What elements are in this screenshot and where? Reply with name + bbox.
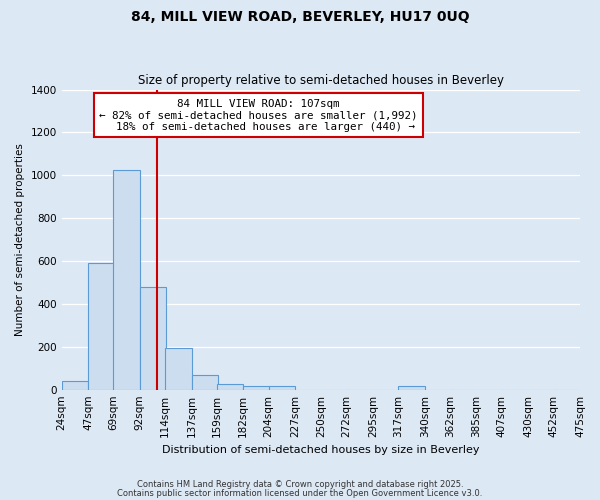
Text: Contains public sector information licensed under the Open Government Licence v3: Contains public sector information licen… [118, 488, 482, 498]
Title: Size of property relative to semi-detached houses in Beverley: Size of property relative to semi-detach… [138, 74, 504, 87]
Bar [140, 287, 166, 390]
Bar [398, 386, 425, 390]
Text: 84, MILL VIEW ROAD, BEVERLEY, HU17 0UQ: 84, MILL VIEW ROAD, BEVERLEY, HU17 0UQ [131, 10, 469, 24]
Bar [88, 263, 115, 390]
Bar [191, 374, 218, 390]
Bar [243, 386, 269, 390]
Bar [165, 348, 191, 390]
X-axis label: Distribution of semi-detached houses by size in Beverley: Distribution of semi-detached houses by … [162, 445, 479, 455]
Bar [113, 170, 140, 390]
Bar [269, 386, 295, 390]
Text: 84 MILL VIEW ROAD: 107sqm
← 82% of semi-detached houses are smaller (1,992)
  18: 84 MILL VIEW ROAD: 107sqm ← 82% of semi-… [100, 98, 418, 132]
Bar [62, 381, 88, 390]
Y-axis label: Number of semi-detached properties: Number of semi-detached properties [15, 143, 25, 336]
Text: Contains HM Land Registry data © Crown copyright and database right 2025.: Contains HM Land Registry data © Crown c… [137, 480, 463, 489]
Bar [217, 384, 243, 390]
